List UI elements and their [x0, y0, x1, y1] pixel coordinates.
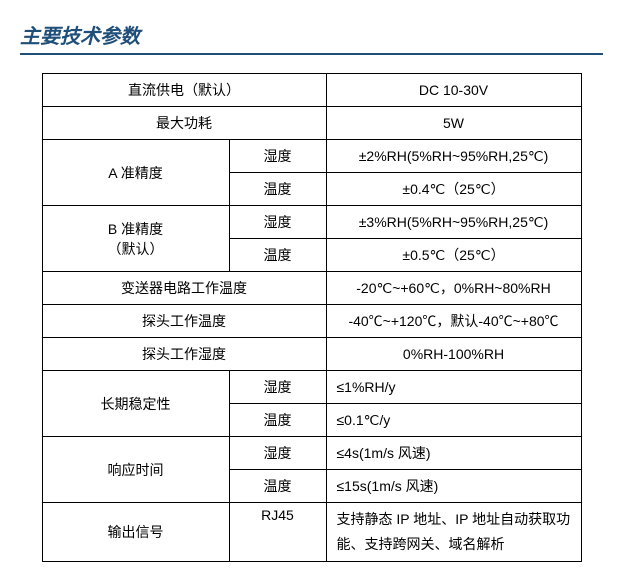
cell-sublabel: 温度 — [229, 239, 326, 272]
table-row: 响应时间 湿度 ≤4s(1m/s 风速) — [42, 437, 581, 470]
cell-value: ±2%RH(5%RH~95%RH,25℃) — [326, 140, 581, 173]
cell-label: 探头工作湿度 — [42, 338, 326, 371]
table-row: A 准精度 湿度 ±2%RH(5%RH~95%RH,25℃) — [42, 140, 581, 173]
cell-sublabel: RJ45 — [229, 503, 326, 562]
table-row: 变送器电路工作温度 -20℃~+60℃，0%RH~80%RH — [42, 272, 581, 305]
spec-table: 直流供电（默认） DC 10-30V 最大功耗 5W A 准精度 湿度 ±2%R… — [42, 73, 582, 562]
cell-value: 5W — [326, 107, 581, 140]
table-row: 长期稳定性 湿度 ≤1%RH/y — [42, 371, 581, 404]
cell-value: 支持静态 IP 地址、IP 地址自动获取功能、支持跨网关、域名解析 — [326, 503, 581, 562]
table-row: 直流供电（默认） DC 10-30V — [42, 74, 581, 107]
cell-value: ≤15s(1m/s 风速) — [326, 470, 581, 503]
cell-value: ≤1%RH/y — [326, 371, 581, 404]
cell-label: 探头工作温度 — [42, 305, 326, 338]
cell-sublabel: 湿度 — [229, 437, 326, 470]
cell-label: B 准精度 （默认） — [42, 206, 229, 272]
cell-value: ±0.4℃（25℃） — [326, 173, 581, 206]
title-block: 主要技术参数 — [20, 20, 603, 55]
cell-value: DC 10-30V — [326, 74, 581, 107]
cell-sublabel: 湿度 — [229, 140, 326, 173]
cell-label: 长期稳定性 — [42, 371, 229, 437]
cell-sublabel: 温度 — [229, 470, 326, 503]
cell-value: ≤0.1℃/y — [326, 404, 581, 437]
cell-value: ≤4s(1m/s 风速) — [326, 437, 581, 470]
cell-label: 响应时间 — [42, 437, 229, 503]
table-row: 探头工作温度 -40℃~+120℃，默认-40℃~+80℃ — [42, 305, 581, 338]
label-line1: B 准精度 — [108, 221, 163, 237]
cell-value: -20℃~+60℃，0%RH~80%RH — [326, 272, 581, 305]
cell-value: ±0.5℃（25℃） — [326, 239, 581, 272]
cell-sublabel: 湿度 — [229, 371, 326, 404]
cell-value: 0%RH-100%RH — [326, 338, 581, 371]
table-row: 最大功耗 5W — [42, 107, 581, 140]
cell-label: 直流供电（默认） — [42, 74, 326, 107]
label-line2: （默认） — [108, 241, 164, 257]
cell-value: ±3%RH(5%RH~95%RH,25℃) — [326, 206, 581, 239]
table-row: B 准精度 （默认） 湿度 ±3%RH(5%RH~95%RH,25℃) — [42, 206, 581, 239]
page-title: 主要技术参数 — [20, 20, 603, 55]
cell-label: A 准精度 — [42, 140, 229, 206]
cell-label: 输出信号 — [42, 503, 229, 562]
cell-sublabel: 温度 — [229, 404, 326, 437]
table-row: 输出信号 RJ45 支持静态 IP 地址、IP 地址自动获取功能、支持跨网关、域… — [42, 503, 581, 562]
cell-sublabel: 湿度 — [229, 206, 326, 239]
cell-label: 最大功耗 — [42, 107, 326, 140]
cell-value: -40℃~+120℃，默认-40℃~+80℃ — [326, 305, 581, 338]
table-row: 探头工作湿度 0%RH-100%RH — [42, 338, 581, 371]
cell-label: 变送器电路工作温度 — [42, 272, 326, 305]
cell-sublabel: 温度 — [229, 173, 326, 206]
